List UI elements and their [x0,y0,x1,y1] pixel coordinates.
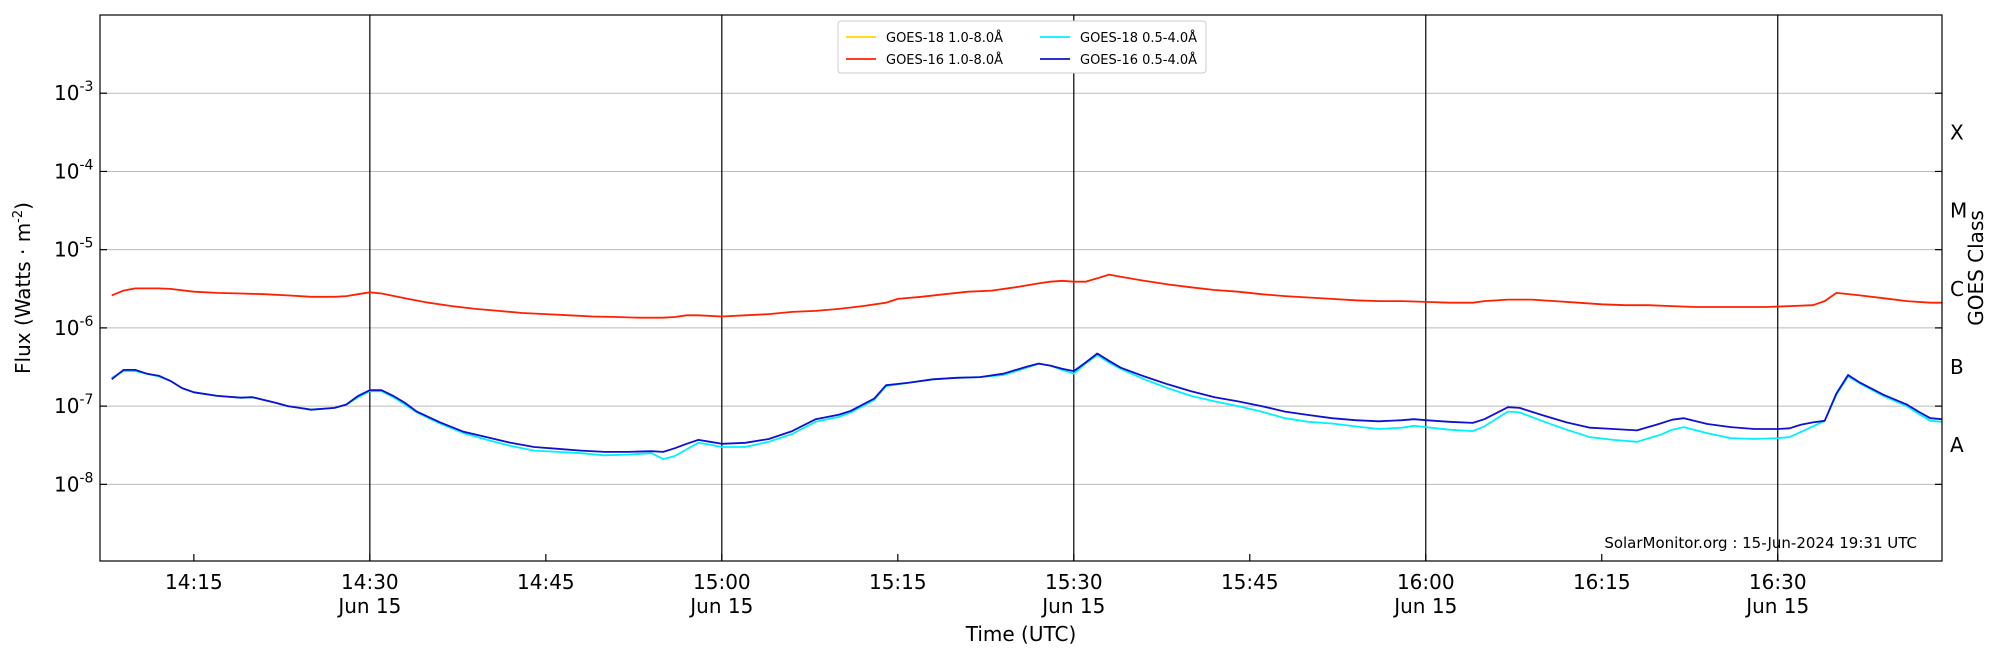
flux-series [111,273,1943,460]
x-tick-label: 15:00 [693,570,751,594]
goes-class-label: B [1950,355,1964,379]
y-tick-label: 10-4 [54,157,94,183]
y-tick-label: 10-8 [54,470,93,496]
goes-class-label: C [1950,277,1964,301]
goes-class-labels: X M C B A [1950,120,1967,457]
y-tick-label: 10-5 [54,236,93,262]
x-tick-label: 15:45 [1221,570,1279,594]
x-tick-label: 14:30 [341,570,399,594]
y-axis-title: Flux (Watts · m-2) [11,202,35,374]
y-tick-label: 10-3 [54,79,93,105]
x-tick-date-label: Jun 15 [1392,594,1457,618]
y-axis-ticks: 10-3 10-4 10-5 10-6 10-7 10-8 [54,79,1942,496]
grid-lines [100,92,1942,485]
x-tick-label: 16:00 [1397,570,1455,594]
legend-entries: GOES-18 1.0-8.0Å GOES-16 1.0-8.0Å GOES-18 … [846,30,1197,68]
goes-class-label: X [1950,120,1964,144]
x-tick-date-label: Jun 15 [1040,594,1105,618]
legend-label: GOES-18 1.0-8.0Å [886,30,1003,46]
x-axis-title: Time (UTC) [965,622,1077,646]
x-tick-date-label: Jun 15 [336,594,401,618]
legend-label: GOES-18 0.5-4.0Å [1080,30,1197,46]
x-tick-label: 15:30 [1045,570,1103,594]
x-tick-label: 14:45 [517,570,575,594]
x-tick-date-label: Jun 15 [1744,594,1809,618]
x-tick-label: 15:15 [869,570,927,594]
x-tick-label: 16:30 [1749,570,1807,594]
hour-half-lines [369,15,1779,561]
series-line [111,354,1943,460]
x-tick-label: 14:15 [165,570,223,594]
legend-label: GOES-16 1.0-8.0Å [886,52,1003,68]
goes-class-label: M [1950,199,1967,223]
source-footer: SolarMonitor.org : 15-Jun-2024 19:31 UTC [1604,534,1917,552]
goes-class-axis-title: GOES Class [1964,210,1988,326]
legend-label: GOES-16 0.5-4.0Å [1080,52,1197,68]
series-line [111,352,1943,453]
goes-class-label: A [1950,433,1964,457]
plot-frame [99,14,1943,562]
legend-box [837,20,1207,74]
series-line [111,273,1942,319]
legend: GOES-18 1.0-8.0Å GOES-16 1.0-8.0Å GOES-18 … [837,20,1207,74]
x-tick-date-label: Jun 15 [688,594,753,618]
y-tick-label: 10-6 [54,314,94,340]
y-tick-label: 10-7 [54,392,93,418]
x-tick-label: 16:15 [1573,570,1631,594]
